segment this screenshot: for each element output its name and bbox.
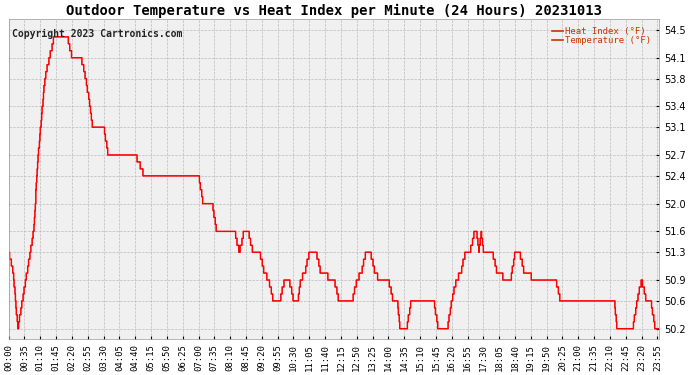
Title: Outdoor Temperature vs Heat Index per Minute (24 Hours) 20231013: Outdoor Temperature vs Heat Index per Mi… [66,4,602,18]
Text: Copyright 2023 Cartronics.com: Copyright 2023 Cartronics.com [12,29,182,39]
Legend: Heat Index (°F), Temperature (°F): Heat Index (°F), Temperature (°F) [552,27,651,45]
